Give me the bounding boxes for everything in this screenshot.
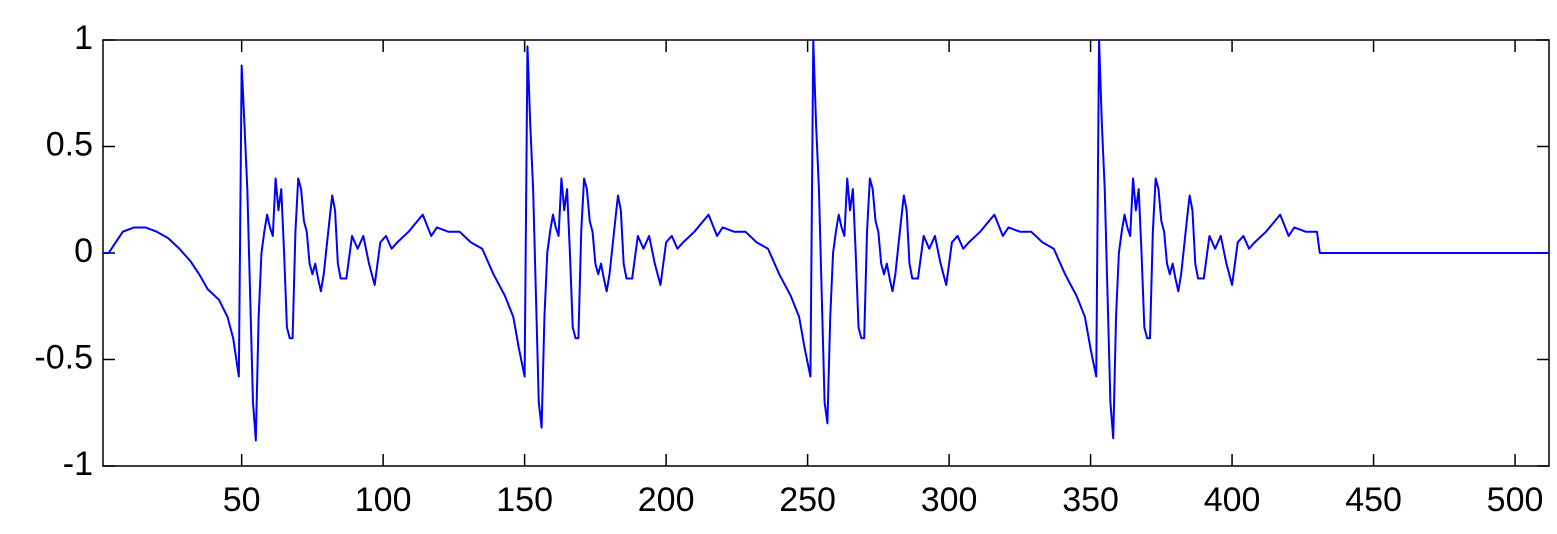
- plot-frame: [102, 39, 1550, 467]
- x-tick-label: 100: [355, 481, 412, 519]
- data-line: [103, 39, 1549, 442]
- x-tick-label: 500: [1487, 481, 1544, 519]
- x-tick-label: 200: [638, 481, 695, 519]
- y-tick-label: 1: [74, 19, 93, 57]
- y-tick-label: -1: [63, 445, 93, 483]
- x-tick-label: 350: [1062, 481, 1119, 519]
- y-tick-label: 0: [74, 232, 93, 270]
- x-tick-label: 450: [1345, 481, 1402, 519]
- x-tick-label: 250: [779, 481, 836, 519]
- y-tick-label: 0.5: [46, 125, 93, 163]
- x-tick-label: 300: [921, 481, 978, 519]
- x-tick-label: 50: [223, 481, 261, 519]
- x-tick-label: 150: [496, 481, 553, 519]
- y-tick-label: -0.5: [34, 338, 93, 376]
- x-tick-label: 400: [1204, 481, 1261, 519]
